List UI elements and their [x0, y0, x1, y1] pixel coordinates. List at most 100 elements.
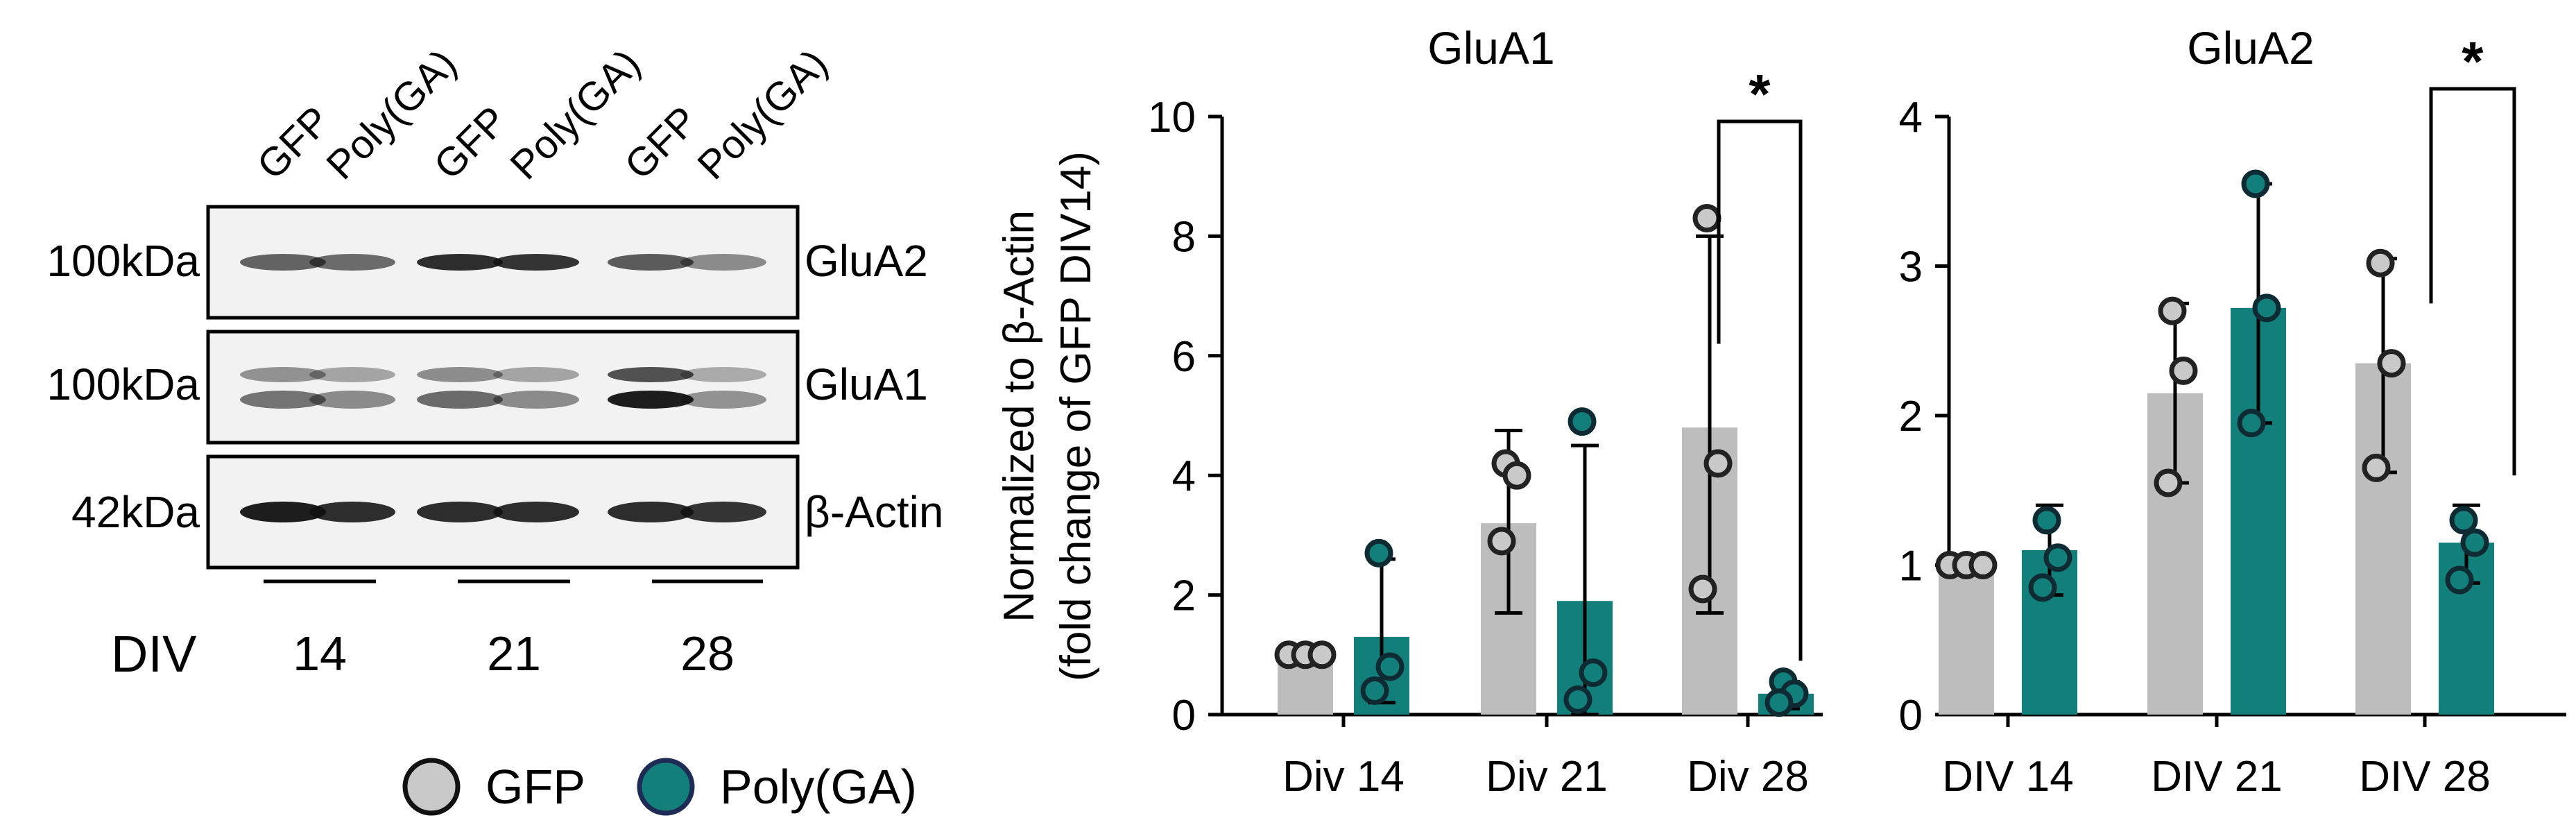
lane-label-4: GFP	[616, 98, 706, 188]
data-point-GFP	[1487, 527, 1516, 556]
data-point-Poly(GA)	[2252, 293, 2281, 323]
data-point-GFP	[2377, 349, 2406, 378]
significance-bracket	[1717, 119, 1803, 661]
blot-band	[680, 391, 766, 409]
significance-bracket	[2429, 87, 2516, 476]
blot-band	[309, 391, 395, 409]
bar-GFP-DIV 14	[1939, 565, 1994, 715]
blot-panels: 100kDa GluA2 100kDa GluA1 42kDa β-Actin	[46, 205, 943, 570]
chart-title: GluA1	[1427, 22, 1554, 74]
blot-band	[417, 391, 503, 409]
blot-band	[493, 391, 579, 409]
y-tick-label: 2	[1899, 393, 1923, 441]
div-value-21: 21	[487, 626, 541, 681]
data-point-GFP	[1502, 461, 1531, 490]
chart-title: GluA2	[2187, 22, 2314, 74]
blot-band	[608, 502, 694, 522]
blot-band	[309, 367, 395, 382]
y-tick-label: 3	[1899, 244, 1923, 291]
blot-band	[493, 502, 579, 522]
blot-band	[417, 367, 503, 382]
y-tick-label: 1	[1899, 543, 1923, 590]
blot-band	[240, 391, 326, 409]
blot-band	[309, 254, 395, 271]
size-label-1: 100kDa	[46, 359, 200, 409]
blot-band	[240, 367, 326, 382]
size-label-0: 100kDa	[46, 236, 200, 286]
blot-band	[309, 502, 395, 522]
chart-glua2: GluA2 0 1 2 3 4 DIV 14 DIV 21 DIV 28 *	[1899, 22, 2566, 801]
blot-band	[417, 502, 503, 522]
legend: GFP Poly(GA)	[402, 758, 917, 816]
lane-label-5: Poly(GA)	[689, 41, 836, 188]
data-point-Poly(GA)	[2241, 169, 2270, 198]
protein-label-2: β-Actin	[805, 487, 943, 537]
blot-band	[417, 254, 503, 271]
data-point-Poly(GA)	[1568, 407, 1597, 436]
y-tick-label: 4	[1899, 94, 1923, 142]
data-point-GFP	[2366, 248, 2395, 278]
data-point-Poly(GA)	[2449, 506, 2478, 535]
blot-band	[493, 367, 579, 382]
data-point-GFP	[1968, 551, 1998, 579]
data-point-Poly(GA)	[2028, 573, 2057, 602]
blot-band	[240, 502, 326, 522]
significance-star: *	[2462, 31, 2484, 92]
protein-label-0: GluA2	[805, 236, 928, 286]
data-point-Poly(GA)	[1375, 652, 1405, 681]
div-value-14: 14	[293, 626, 347, 681]
data-point-Poly(GA)	[1579, 658, 1608, 688]
y-tick-label: 0	[1899, 692, 1923, 740]
y-tick-label: 4	[1172, 452, 1196, 500]
data-point-GFP	[2362, 453, 2391, 482]
data-point-Poly(GA)	[1563, 685, 1592, 714]
data-point-Poly(GA)	[1764, 688, 1794, 717]
chart-glua1: GluA1 Normalized to β-Actin (fold change o…	[995, 22, 1823, 801]
data-point-Poly(GA)	[2237, 409, 2266, 438]
legend-gfp-label: GFP	[486, 760, 585, 814]
x-tick-label: DIV 21	[2151, 753, 2283, 801]
blot-panel-GluA1	[206, 330, 800, 445]
blot-band	[680, 367, 766, 382]
y-tick-label: 8	[1172, 213, 1196, 261]
data-point-Poly(GA)	[2043, 543, 2072, 572]
y-axis-label-line1: Normalized to β-Actin	[995, 210, 1043, 622]
y-tick-label: 0	[1172, 692, 1196, 740]
div-value-28: 28	[680, 626, 735, 681]
y-axis-label-line2: (fold change of GFP DIV14)	[1052, 151, 1100, 681]
size-label-2: 42kDa	[71, 487, 200, 537]
data-point-GFP	[1703, 449, 1733, 478]
legend-gfp-swatch	[402, 758, 461, 816]
y-tick-label: 2	[1172, 572, 1196, 620]
x-tick-label: Div 14	[1282, 753, 1405, 801]
blot-band	[608, 367, 694, 382]
y-tick-label: 10	[1148, 94, 1196, 142]
data-point-GFP	[2169, 356, 2198, 385]
data-point-GFP	[1307, 640, 1337, 670]
x-tick-label: Div 21	[1486, 753, 1608, 801]
data-point-Poly(GA)	[1360, 676, 1389, 706]
x-tick-label: DIV 28	[2359, 753, 2491, 801]
x-tick-label: DIV 14	[1942, 753, 2074, 801]
data-point-Poly(GA)	[1364, 538, 1393, 568]
legend-polyga-swatch	[637, 758, 695, 816]
legend-polyga-label: Poly(GA)	[720, 760, 917, 814]
significance-star: *	[1749, 63, 1771, 125]
lane-label-0: GFP	[248, 98, 338, 188]
div-row: DIV 14 21 28	[111, 579, 763, 683]
blot-band	[608, 391, 694, 409]
blot-band	[680, 254, 766, 271]
blot-band	[493, 254, 579, 271]
x-tick-label: Div 28	[1687, 753, 1809, 801]
data-point-Poly(GA)	[2445, 565, 2474, 595]
lane-label-2: GFP	[425, 98, 515, 188]
blot-band	[240, 254, 326, 271]
data-point-GFP	[2158, 296, 2187, 325]
data-point-Poly(GA)	[2032, 506, 2061, 535]
data-point-GFP	[1692, 204, 1721, 233]
data-point-GFP	[1688, 574, 1717, 604]
data-point-GFP	[2154, 468, 2183, 497]
